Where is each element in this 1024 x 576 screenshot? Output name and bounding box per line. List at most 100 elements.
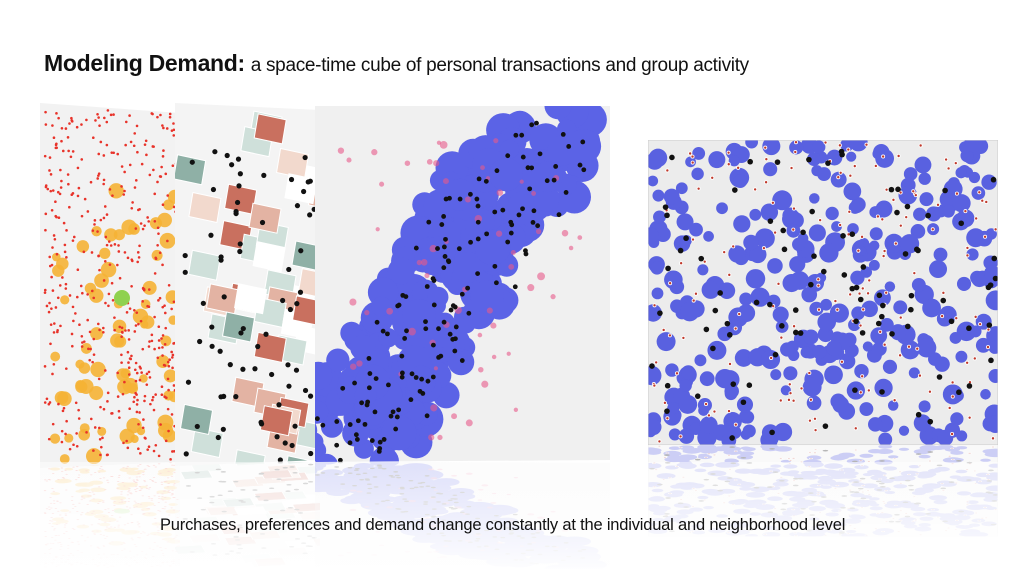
small-point [151, 395, 155, 399]
cluster-blob [887, 400, 899, 411]
small-point [57, 216, 61, 220]
point [234, 199, 241, 206]
cluster-blob [889, 324, 907, 341]
small-point [148, 340, 151, 343]
cluster-blob [988, 368, 998, 383]
point [445, 258, 451, 264]
cluster-center [838, 170, 843, 175]
point [664, 408, 670, 414]
small-point [109, 244, 113, 247]
point [894, 209, 900, 216]
cluster-center [681, 335, 686, 340]
cluster-center [678, 434, 683, 439]
point [425, 378, 431, 384]
hotspot [493, 138, 499, 144]
small-point [163, 395, 166, 399]
point [276, 402, 282, 408]
cluster-blob [914, 156, 932, 174]
small-point [137, 322, 140, 326]
cluster-blob [692, 146, 706, 160]
cluster-center [967, 415, 972, 420]
point [359, 400, 365, 406]
hotspot [356, 360, 363, 367]
choropleth-region [187, 249, 222, 281]
small-point [65, 256, 68, 259]
cluster-blob [734, 349, 753, 367]
small-point [57, 116, 60, 120]
small-point [48, 255, 52, 259]
small-point [130, 354, 133, 358]
small-point [117, 250, 121, 253]
map-panel-2 [175, 103, 320, 466]
cluster-center [950, 394, 955, 399]
cluster-center [726, 409, 731, 414]
cluster-blob [854, 363, 869, 379]
point [439, 222, 445, 227]
point [307, 212, 313, 218]
map-panel-4 [648, 140, 998, 445]
point [218, 394, 224, 400]
cluster-blob [648, 175, 659, 187]
cluster-center [884, 290, 889, 295]
small-point [130, 206, 134, 210]
large-point [121, 219, 137, 235]
point [566, 144, 572, 149]
large-point [90, 327, 104, 341]
hotspot [478, 366, 484, 373]
small-point [153, 347, 156, 351]
cluster-blob [802, 377, 822, 397]
hotspot [386, 307, 394, 315]
hotspot [508, 264, 515, 270]
small-point [161, 203, 165, 207]
small-point [60, 440, 64, 444]
point [712, 307, 719, 314]
hotspot [375, 227, 380, 232]
small-point [64, 287, 68, 290]
point [366, 356, 372, 361]
small-point [146, 216, 149, 219]
small-point [105, 243, 109, 247]
small-point [43, 288, 47, 292]
cluster-center [882, 249, 887, 254]
point [492, 263, 498, 269]
cluster-blob [763, 162, 778, 177]
cluster-center [835, 307, 840, 312]
small-point [86, 293, 89, 296]
small-point [132, 400, 136, 404]
cluster-center [898, 315, 903, 320]
point [811, 253, 817, 259]
cluster-center [764, 157, 769, 162]
small-point [71, 239, 75, 242]
cluster-blob [772, 190, 793, 211]
cluster-center [947, 405, 952, 410]
small-point [130, 258, 134, 261]
cluster-center [753, 187, 758, 192]
small-point [172, 122, 175, 125]
cluster-blob [676, 213, 694, 231]
point [513, 132, 519, 138]
cluster-center [965, 245, 970, 250]
cluster-blob [874, 378, 893, 398]
point [492, 209, 498, 215]
small-point [126, 256, 130, 260]
cluster-blob [878, 432, 893, 445]
small-point [166, 407, 170, 411]
cluster-center [857, 291, 862, 296]
cluster-center [856, 248, 861, 253]
small-point [110, 151, 114, 154]
small-point [151, 398, 154, 402]
small-point [163, 311, 167, 315]
title-bold: Modeling Demand: [44, 50, 245, 76]
small-point [97, 254, 100, 258]
cluster-center [866, 388, 871, 393]
small-point [167, 364, 171, 368]
point [475, 203, 481, 209]
small-point [136, 150, 139, 154]
small-point [72, 235, 76, 239]
small-point [56, 190, 60, 194]
point [364, 402, 370, 408]
point [441, 265, 447, 271]
small-point [153, 315, 156, 319]
cluster-blob [803, 329, 819, 345]
cluster-center [944, 157, 949, 162]
